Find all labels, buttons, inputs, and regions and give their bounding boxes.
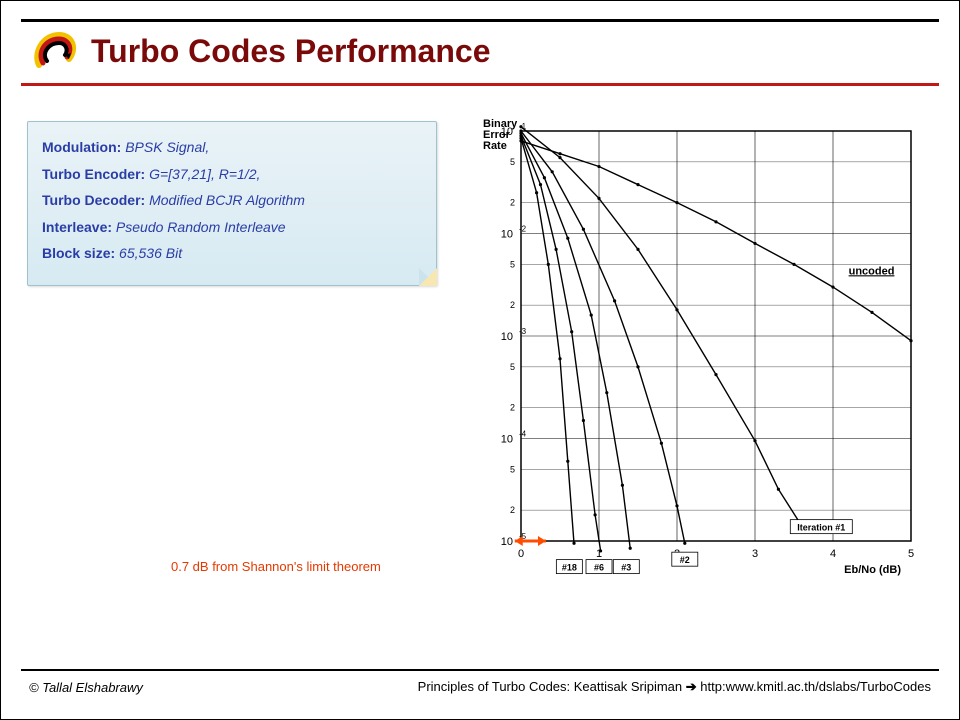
parameters-box: Modulation: BPSK Signal,Turbo Encoder: G…	[27, 121, 437, 286]
svg-text:5: 5	[510, 464, 515, 474]
footer-copyright: © Tallal Elshabrawy	[29, 680, 143, 695]
top-rule	[21, 19, 939, 22]
svg-text:5: 5	[908, 548, 914, 560]
svg-text:5: 5	[510, 362, 515, 372]
param-value: BPSK Signal,	[121, 139, 209, 155]
ber-chart: 10-110-25210-35210-45210-552012345Eb/No …	[461, 111, 931, 601]
shannon-limit-caption: 0.7 dB from Shannon's limit theorem	[171, 559, 381, 574]
svg-text:10: 10	[501, 536, 513, 548]
svg-text:5: 5	[510, 157, 515, 167]
param-value: 65,536 Bit	[115, 245, 182, 261]
param-label: Turbo Encoder:	[42, 166, 145, 182]
svg-text:4: 4	[830, 548, 836, 560]
svg-text:0: 0	[518, 548, 524, 560]
svg-text:Eb/No (dB): Eb/No (dB)	[844, 564, 901, 576]
param-value: Modified BCJR Algorithm	[145, 192, 305, 208]
svg-text:-4: -4	[519, 430, 527, 439]
svg-text:10: 10	[501, 434, 513, 446]
svg-text:#2: #2	[680, 555, 690, 565]
svg-text:10: 10	[501, 331, 513, 343]
svg-text:#6: #6	[594, 563, 604, 573]
param-value: Pseudo Random Interleave	[112, 219, 286, 235]
param-label: Turbo Decoder:	[42, 192, 145, 208]
svg-text:2: 2	[510, 403, 515, 413]
param-row: Interleave: Pseudo Random Interleave	[42, 214, 422, 241]
footer-source-text: Principles of Turbo Codes: Keattisak Sri…	[418, 679, 686, 694]
svg-text:2: 2	[510, 300, 515, 310]
param-row: Turbo Decoder: Modified BCJR Algorithm	[42, 187, 422, 214]
param-label: Modulation:	[42, 139, 121, 155]
svg-text:-2: -2	[519, 225, 527, 234]
svg-text:uncoded: uncoded	[849, 265, 895, 277]
svg-text:2: 2	[510, 198, 515, 208]
param-row: Turbo Encoder: G=[37,21], R=1/2,	[42, 161, 422, 188]
svg-text:10: 10	[501, 229, 513, 241]
svg-text:#18: #18	[562, 563, 577, 573]
param-value: G=[37,21], R=1/2,	[145, 166, 260, 182]
svg-text:5: 5	[510, 259, 515, 269]
footer-rule	[21, 669, 939, 671]
param-row: Block size: 65,536 Bit	[42, 240, 422, 267]
logo	[29, 27, 77, 75]
svg-text:Iteration #1: Iteration #1	[797, 523, 845, 533]
svg-text:3: 3	[752, 548, 758, 560]
param-label: Block size:	[42, 245, 115, 261]
svg-text:#3: #3	[621, 563, 631, 573]
footer-source: Principles of Turbo Codes: Keattisak Sri…	[418, 679, 931, 695]
svg-text:Rate: Rate	[483, 140, 507, 152]
arrow-icon: ➔	[686, 679, 697, 694]
footer-source-url: http:www.kmitl.ac.th/dslabs/TurboCodes	[697, 679, 931, 694]
param-row: Modulation: BPSK Signal,	[42, 134, 422, 161]
svg-text:2: 2	[510, 505, 515, 515]
title-rule	[21, 83, 939, 86]
param-label: Interleave:	[42, 219, 112, 235]
slide: Turbo Codes Performance Modulation: BPSK…	[0, 0, 960, 720]
svg-text:-3: -3	[519, 327, 527, 336]
slide-title: Turbo Codes Performance	[91, 33, 490, 70]
